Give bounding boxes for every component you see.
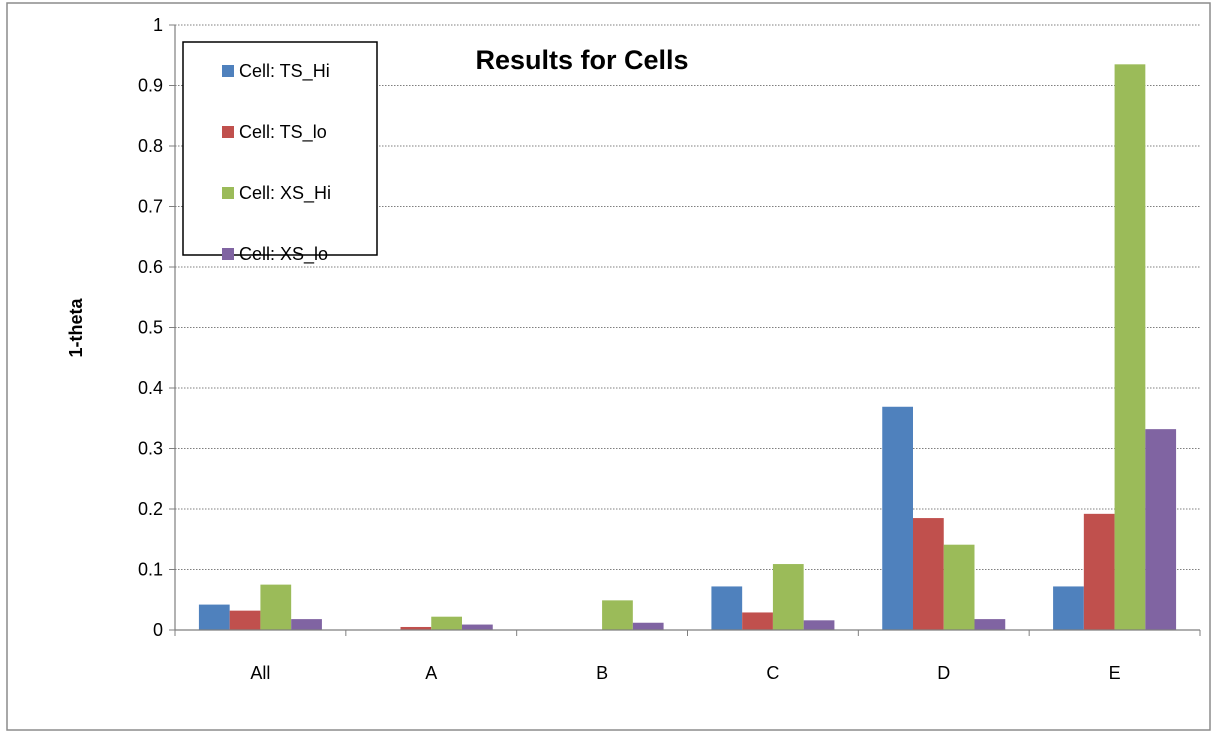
bar (913, 518, 944, 630)
bar (974, 619, 1006, 630)
bar (229, 610, 261, 630)
x-tick-label: A (425, 663, 437, 683)
legend: Cell: TS_Hi Cell: TS_lo Cell: XS_Hi Cell: X… (182, 41, 378, 265)
y-tick-label: 0 (153, 620, 163, 640)
bar (803, 620, 835, 630)
bar (291, 619, 322, 630)
x-tick-label: All (250, 663, 270, 683)
y-tick-label: 0.3 (138, 439, 163, 459)
y-tick-label: 0.6 (138, 257, 163, 277)
y-tick-label: 0.8 (138, 136, 163, 156)
legend-swatch (222, 65, 234, 77)
y-tick-label: 0.4 (138, 378, 163, 398)
bar (632, 622, 664, 630)
y-tick-label: 0.2 (138, 499, 163, 519)
x-tick-label: D (937, 663, 950, 683)
bars (198, 64, 1177, 630)
bar (400, 626, 432, 630)
legend-label: Cell: XS_Hi (239, 183, 331, 204)
bar (711, 586, 743, 630)
axes (169, 24, 1201, 636)
legend-swatch (222, 187, 234, 199)
bar (882, 406, 913, 630)
legend-swatch (222, 126, 234, 138)
y-tick-label: 0.7 (138, 197, 163, 217)
bar (431, 616, 462, 630)
y-axis-label: 1-theta (66, 298, 86, 358)
bar (1053, 586, 1084, 630)
x-tick-label: C (766, 663, 779, 683)
bar (943, 544, 975, 630)
y-tick-label: 0.9 (138, 76, 163, 96)
x-tick-label: E (1109, 663, 1121, 683)
bar (742, 612, 773, 630)
legend-label: Cell: TS_Hi (239, 61, 330, 82)
bar (772, 564, 804, 630)
bar (1114, 64, 1146, 630)
y-tick-label: 1 (153, 15, 163, 35)
bar (462, 624, 493, 630)
bar (1145, 429, 1177, 630)
y-tick-label: 0.5 (138, 318, 163, 338)
legend-box (182, 41, 378, 256)
chart-title: Results for Cells (475, 45, 688, 75)
bar (198, 604, 230, 630)
bar (602, 600, 633, 630)
legend-items: Cell: TS_Hi Cell: TS_lo Cell: XS_Hi Cell: X… (222, 61, 331, 265)
legend-label: Cell: TS_lo (239, 122, 327, 143)
legend-swatch (222, 248, 234, 260)
bar (260, 584, 292, 630)
y-tick-label: 0.1 (138, 560, 163, 580)
bar (1083, 513, 1115, 630)
legend-label: Cell: XS_lo (239, 244, 328, 265)
x-tick-label: B (596, 663, 608, 683)
x-tick-labels: All A B C D E (250, 663, 1120, 683)
y-tick-labels: 0 0.1 0.2 0.3 0.4 0.5 0.6 0.7 0.8 0.9 1 (138, 15, 163, 640)
